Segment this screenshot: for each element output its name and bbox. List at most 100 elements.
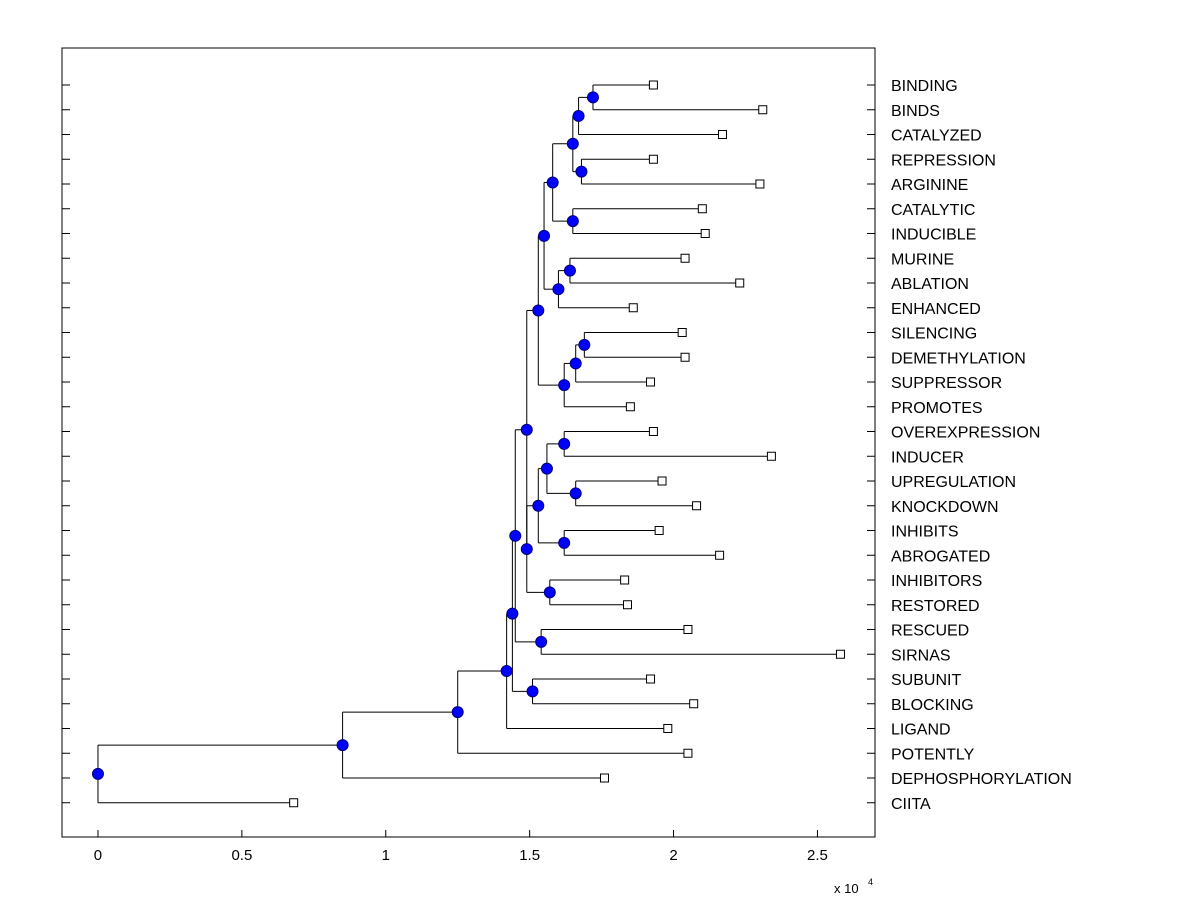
leaf-marker (689, 699, 699, 709)
leaf-marker (735, 278, 745, 288)
leaf-marker (835, 649, 845, 659)
node-marker (569, 357, 582, 370)
leaf-label: DEPHOSPHORYLATION (891, 771, 1072, 788)
leaf-marker (683, 625, 693, 634)
leaf-marker (646, 377, 656, 387)
x-multiplier-exponent: 4 (868, 877, 873, 887)
leaf-marker (758, 105, 768, 115)
x-axis-ticks: 0 0.5 1 1.5 2 2.5 (94, 830, 828, 864)
leaf-label: INHIBITS (891, 524, 959, 541)
leaf-marker (599, 773, 609, 783)
node-marker (566, 215, 579, 228)
node-marker (552, 283, 565, 296)
leaf-label: INHIBITORS (891, 573, 982, 590)
leaf-marker (700, 229, 710, 238)
x-tick-label: 0 (94, 847, 102, 864)
leaf-label: BINDS (891, 103, 940, 120)
leaf-marker (648, 80, 658, 90)
leaf-label: REPRESSION (891, 152, 996, 169)
leaf-label: ABROGATED (891, 548, 990, 565)
leaf-marker (680, 352, 690, 362)
leaf-marker (620, 575, 630, 585)
leaf-marker (648, 154, 658, 164)
x-tick-label: 2.5 (807, 847, 828, 864)
leaf-marker (692, 501, 702, 511)
node-marker (451, 706, 464, 719)
node-marker (520, 543, 533, 556)
leaf-label: BLOCKING (891, 697, 974, 714)
leaf-label: BINDING (891, 78, 958, 95)
leaf-label: CATALYZED (891, 128, 982, 145)
leaf-label: SUPPRESSOR (891, 375, 1002, 392)
node-marker (575, 165, 588, 178)
node-marker (546, 176, 559, 189)
node-marker (558, 437, 571, 450)
leaf-marker (663, 724, 673, 733)
x-multiplier-text: x 10 (834, 881, 859, 896)
leaf-label: KNOCKDOWN (891, 499, 999, 516)
x-tick-label: 1.5 (519, 847, 540, 864)
x-tick-label: 1 (382, 847, 390, 864)
leaf-label: SILENCING (891, 326, 977, 343)
node-marker (566, 137, 579, 150)
node-marker (500, 665, 513, 678)
leaf-marker (625, 402, 635, 412)
leaf-label: PROMOTES (891, 400, 983, 417)
node-marker (535, 635, 548, 648)
leaf-marker (654, 526, 664, 535)
node-marker (586, 91, 599, 104)
leaf-marker (657, 476, 667, 486)
leaf-label: ABLATION (891, 276, 969, 293)
leaf-label: LIGAND (891, 722, 951, 739)
node-marker (526, 685, 539, 698)
leaf-label: DEMETHYLATION (891, 350, 1026, 367)
leaf-label: RESCUED (891, 623, 969, 640)
leaf-label: ARGININE (891, 177, 968, 194)
x-axis-multiplier: x 10 4 (834, 877, 873, 896)
x-tick-label: 0.5 (231, 847, 252, 864)
node-marker (543, 586, 556, 599)
leaf-label: INDUCER (891, 449, 964, 466)
leaf-label: UPREGULATION (891, 474, 1016, 491)
node-marker (538, 229, 551, 242)
leaf-marker (715, 550, 725, 560)
node-marker (532, 304, 545, 317)
leaf-marker (717, 130, 727, 139)
leaf-marker (766, 451, 776, 461)
leaf-label: SIRNAS (891, 647, 951, 664)
leaf-marker (677, 328, 687, 337)
node-marker (336, 739, 349, 752)
axes-frame (61, 47, 876, 838)
leaf-marker (697, 204, 707, 214)
leaf-label: RESTORED (891, 598, 980, 615)
node-marker (578, 338, 591, 351)
leaf-marker (680, 253, 690, 263)
leaf-marker (648, 427, 658, 436)
leaf-marker (755, 179, 765, 189)
leaf-markers (289, 80, 845, 808)
leaf-marker (289, 798, 299, 808)
leaf-marker (646, 674, 656, 684)
node-marker (572, 109, 585, 122)
leaf-labels: BINDING BINDS CATALYZED REPRESSION ARGININE C… (891, 78, 1072, 813)
leaf-label: POTENTLY (891, 746, 975, 763)
node-marker (509, 529, 522, 542)
node-marker (558, 379, 571, 392)
node-markers (91, 91, 599, 780)
y-axis-ticks (62, 84, 875, 804)
node-marker (558, 536, 571, 549)
leaf-label: OVEREXPRESSION (891, 425, 1040, 442)
leaf-marker (623, 600, 633, 610)
leaf-label: ENHANCED (891, 301, 981, 318)
leaf-label: CATALYTIC (891, 202, 975, 219)
node-marker (506, 607, 519, 620)
leaf-label: CIITA (891, 796, 931, 813)
node-marker (91, 767, 104, 780)
leaf-marker (628, 303, 638, 313)
node-marker (563, 264, 576, 277)
node-marker (540, 462, 553, 475)
leaf-label: INDUCIBLE (891, 227, 976, 244)
node-marker (520, 423, 533, 436)
